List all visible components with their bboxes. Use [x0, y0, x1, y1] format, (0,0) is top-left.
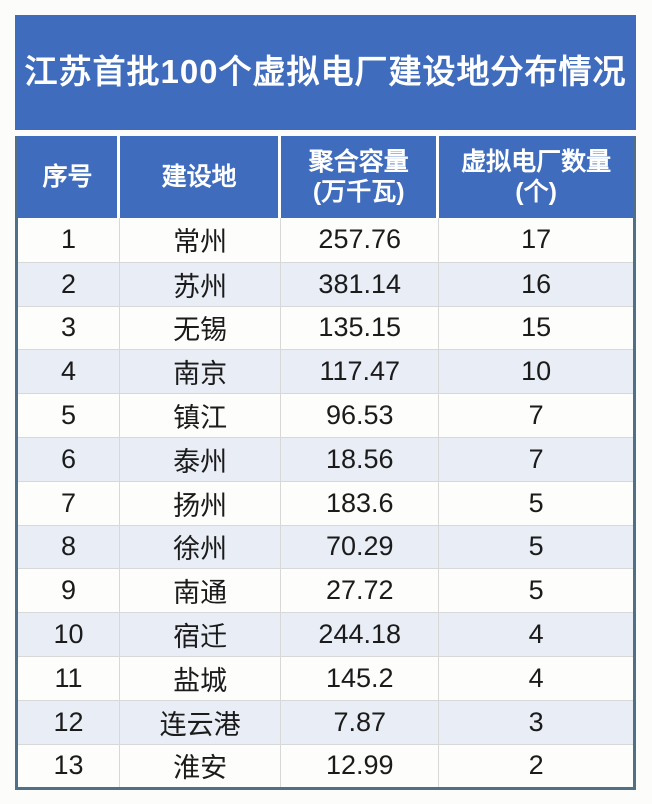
table-row: 9 南通 27.72 5 [18, 568, 633, 613]
cell-seq: 6 [18, 437, 121, 481]
cell-count: 4 [528, 662, 544, 693]
table-row: 13 淮安 12.99 2 [18, 743, 633, 788]
header-seq-label: 序号 [42, 162, 93, 191]
cell-city: 徐州 [120, 525, 282, 569]
header-count: 虚拟电厂数量 (个) [439, 136, 633, 218]
cell-city: 盐城 [120, 656, 282, 700]
cell-capacity: 381.14 [281, 262, 440, 306]
header-capacity-label: 聚合容量 [308, 147, 409, 176]
cell-capacity: 7.87 [281, 700, 440, 744]
header-seq: 序号 [18, 136, 121, 218]
cell-capacity: 183.6 [281, 481, 440, 525]
cell-city: 无锡 [120, 306, 282, 350]
table-row: 7 扬州 183.6 5 [18, 480, 633, 525]
cell-count: 3 [528, 706, 544, 737]
table-row: 1 常州 257.76 17 [18, 218, 633, 262]
header-capacity-unit: (万千瓦) [312, 178, 405, 206]
cell-seq: 12 [18, 700, 121, 744]
cell-seq: 7 [18, 481, 121, 525]
cell-city: 南京 [120, 350, 282, 394]
cell-count: 15 [521, 312, 552, 343]
header-city: 建设地 [120, 136, 282, 218]
cell-seq: 10 [18, 613, 121, 656]
table-row: 8 徐州 70.29 5 [18, 524, 633, 569]
cell-city: 泰州 [120, 437, 282, 481]
cell-city: 常州 [120, 218, 282, 262]
cell-city: 南通 [120, 569, 282, 613]
cell-count: 2 [528, 750, 544, 781]
cell-capacity: 145.2 [281, 656, 440, 700]
cell-capacity: 96.53 [281, 394, 440, 437]
table-row: 4 南京 117.47 10 [18, 349, 633, 394]
cell-capacity: 27.72 [281, 569, 440, 613]
cell-capacity: 244.18 [281, 613, 440, 656]
cell-count: 7 [528, 400, 544, 431]
table-row: 10 宿迁 244.18 4 [18, 612, 633, 656]
cell-count: 4 [528, 619, 544, 650]
cell-seq: 2 [18, 262, 121, 306]
cell-city: 宿迁 [120, 613, 282, 656]
cell-count: 17 [521, 224, 552, 255]
cell-count: 5 [528, 487, 544, 518]
cell-seq: 5 [18, 394, 121, 437]
header-city-label: 建设地 [161, 162, 237, 191]
table-row: 6 泰州 18.56 7 [18, 436, 633, 481]
cell-count: 16 [521, 268, 552, 299]
cell-count: 7 [528, 443, 544, 474]
header-capacity: 聚合容量 (万千瓦) [281, 136, 440, 218]
data-table: 序号 建设地 聚合容量 (万千瓦) 虚拟电厂数量 (个) 1 常州 257.76… [15, 136, 636, 791]
table-row: 11 盐城 145.2 4 [18, 655, 633, 700]
page-title: 江苏首批100个虚拟电厂建设地分布情况 [15, 15, 636, 130]
header-count-unit: (个) [515, 178, 557, 206]
cell-city: 扬州 [120, 481, 282, 525]
cell-city: 淮安 [120, 744, 282, 788]
table-row: 5 镇江 96.53 7 [18, 393, 633, 437]
cell-capacity: 18.56 [281, 437, 440, 481]
table-body: 1 常州 257.76 17 2 苏州 381.14 16 3 无锡 135.1… [18, 218, 633, 788]
cell-seq: 13 [18, 744, 121, 788]
cell-capacity: 257.76 [281, 218, 440, 262]
table-row: 12 连云港 7.87 3 [18, 699, 633, 744]
cell-capacity: 70.29 [281, 525, 440, 569]
cell-capacity: 135.15 [281, 306, 440, 350]
cell-city: 镇江 [120, 394, 282, 437]
cell-city: 苏州 [120, 262, 282, 306]
cell-seq: 1 [18, 218, 121, 262]
cell-count: 10 [521, 356, 552, 387]
cell-seq: 9 [18, 569, 121, 613]
table-row: 3 无锡 135.15 15 [18, 305, 633, 350]
cell-count: 5 [528, 531, 544, 562]
cell-seq: 11 [18, 656, 121, 700]
cell-capacity: 117.47 [281, 350, 440, 394]
table-row: 2 苏州 381.14 16 [18, 261, 633, 306]
cell-city: 连云港 [120, 700, 282, 744]
table-header-row: 序号 建设地 聚合容量 (万千瓦) 虚拟电厂数量 (个) [18, 136, 633, 218]
cell-capacity: 12.99 [281, 744, 440, 788]
header-count-label: 虚拟电厂数量 [461, 147, 612, 176]
cell-seq: 4 [18, 350, 121, 394]
cell-seq: 3 [18, 306, 121, 350]
cell-count: 5 [528, 575, 544, 606]
cell-seq: 8 [18, 525, 121, 569]
